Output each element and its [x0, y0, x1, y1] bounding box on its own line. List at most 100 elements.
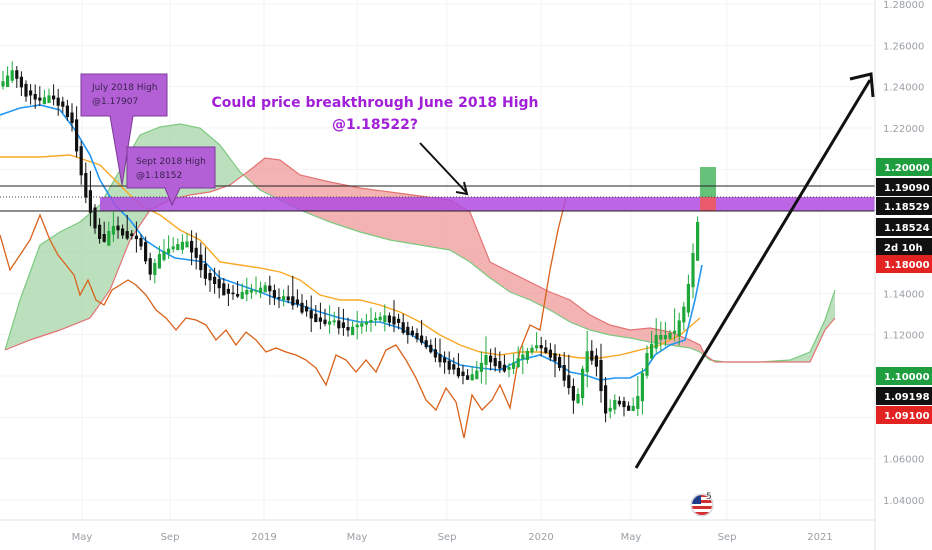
candle-body — [489, 355, 493, 363]
candle-body — [447, 360, 451, 370]
y-tick-label: 1.04000 — [883, 496, 924, 507]
candle-body — [548, 349, 552, 358]
candle-down — [213, 267, 217, 294]
candle-down — [571, 378, 575, 414]
candle-down — [443, 351, 447, 374]
candle-down — [75, 106, 79, 158]
candle-down — [144, 236, 148, 265]
candle-up — [663, 321, 667, 347]
candle-body — [502, 364, 506, 372]
candle-body — [268, 285, 272, 292]
candle-up — [691, 243, 695, 299]
callout-bubble — [126, 146, 216, 207]
candle-down — [318, 302, 322, 330]
candle-down — [194, 232, 198, 270]
candle-body — [337, 320, 341, 329]
candle-up — [696, 216, 700, 261]
candle-body — [452, 364, 456, 370]
candle-body — [309, 310, 313, 319]
candle-body — [130, 233, 134, 237]
candle-body — [663, 335, 667, 340]
candle-body — [433, 349, 437, 358]
candle-body — [410, 330, 414, 336]
candle-body — [512, 362, 516, 369]
candle-up — [668, 329, 672, 340]
candle-up — [378, 312, 382, 323]
y-tick-label: 1.06000 — [883, 455, 924, 466]
candle-body — [180, 241, 184, 250]
candle-up — [162, 239, 166, 262]
price-tag-bg — [876, 197, 932, 215]
candle-body — [443, 357, 447, 363]
candle-down — [424, 336, 428, 350]
candle-body — [355, 324, 359, 328]
candle-down — [447, 351, 451, 375]
candle-body — [19, 76, 23, 88]
candle-body — [259, 287, 263, 294]
arrow-to-zone — [419, 142, 467, 193]
candle-down — [79, 140, 83, 185]
candle-body — [627, 405, 631, 411]
resistance-zone — [100, 167, 875, 211]
candle-body — [107, 231, 111, 246]
candle-body — [424, 340, 428, 348]
candle-up — [355, 310, 359, 340]
candle-up — [153, 258, 157, 284]
candle-body — [351, 326, 355, 336]
callout-text: July 2018 High — [91, 83, 158, 93]
candle-down — [217, 270, 221, 299]
candles — [1, 61, 700, 423]
candle-body — [613, 400, 617, 410]
candle-body — [567, 375, 571, 389]
candle-body — [617, 400, 621, 405]
candle-up — [383, 304, 387, 332]
candle-body — [576, 394, 580, 404]
candle-down — [226, 283, 230, 307]
candle-body — [236, 293, 240, 297]
candle-up — [282, 289, 286, 307]
candle-down — [15, 66, 19, 88]
candle-up — [636, 376, 640, 417]
candle-body — [282, 296, 286, 301]
price-tag-label: 1.10000 — [884, 372, 930, 383]
price-tag-label: 1.09100 — [884, 411, 930, 422]
price-tag: 1.18000 — [876, 255, 932, 273]
candle-down — [438, 338, 442, 368]
candle-down — [392, 300, 396, 333]
candle-down — [61, 96, 65, 113]
x-tick-label: Sep — [438, 532, 457, 543]
candle-body — [360, 323, 364, 327]
candle-up — [167, 235, 171, 259]
candle-body — [185, 241, 189, 248]
candle-down — [493, 347, 497, 372]
candle-body — [369, 320, 373, 323]
x-tick-label: May — [621, 532, 642, 543]
candle-down — [203, 247, 207, 286]
y-tick-label: 1.24000 — [883, 83, 924, 94]
candle-down — [539, 336, 543, 357]
candle-body — [562, 365, 566, 381]
y-tick-label: 1.28000 — [883, 0, 924, 11]
candle-down — [70, 103, 74, 132]
candle-down — [291, 275, 295, 310]
candle-down — [125, 214, 129, 241]
candle-down — [401, 313, 405, 335]
candle-body — [677, 320, 681, 337]
candle-body — [121, 228, 125, 236]
candle-up — [185, 232, 189, 248]
candle-up — [682, 302, 686, 331]
candle-body — [668, 333, 672, 339]
candle-body — [438, 354, 442, 363]
price-tag: 1.18529 — [876, 197, 932, 215]
price-tag-label: 1.09198 — [884, 392, 930, 403]
y-tick-label: 1.14000 — [883, 289, 924, 300]
price-tag: 1.10000 — [876, 367, 932, 385]
candle-body — [525, 351, 529, 361]
candle-body — [479, 362, 483, 372]
candle-body — [65, 105, 69, 117]
annotations: July 2018 High @1.17907 Sept 2018 High @1.1… — [80, 72, 875, 469]
callout-sept-2018-high: Sept 2018 High @1.18152 — [126, 146, 216, 207]
candle-body — [231, 292, 235, 295]
candle-down — [65, 99, 69, 121]
